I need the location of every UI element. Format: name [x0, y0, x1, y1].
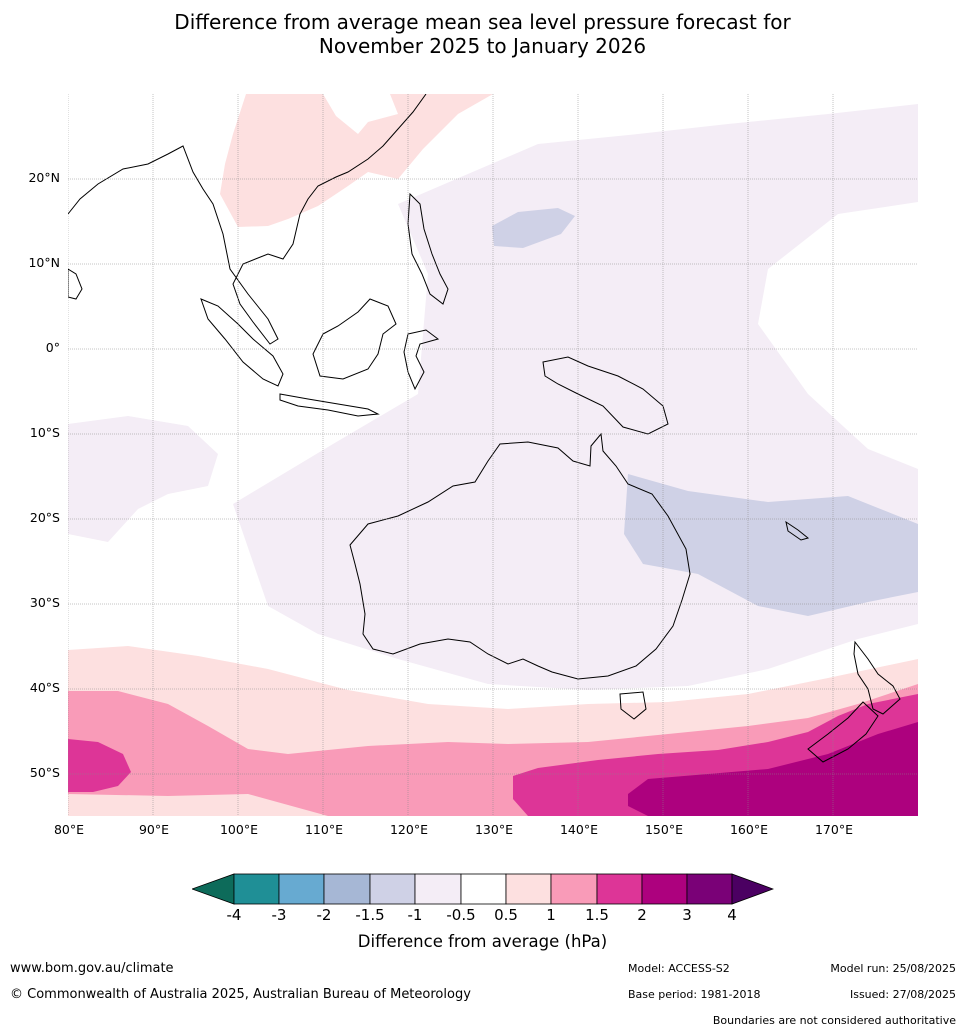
lon-label-170e: 170°E	[814, 822, 853, 837]
new-caledonia-coastline	[785, 520, 810, 541]
colorbar-label: Difference from average (hPa)	[357, 932, 608, 951]
colorbar-below-min	[192, 873, 235, 905]
lat-label-10n: 10°N	[28, 255, 60, 270]
colorbar-tick-m4: -4	[226, 906, 242, 924]
new-zealand-north-coastline	[853, 640, 901, 715]
colorbar-tick-p1: 1	[546, 906, 556, 924]
philippines-coastline	[407, 192, 449, 305]
colorbar-segment-p15-p2	[596, 873, 643, 905]
footer-model-run: Model run: 25/08/2025	[830, 962, 956, 975]
lon-label-150e: 150°E	[644, 822, 683, 837]
title-line-2: November 2025 to January 2026	[318, 34, 647, 58]
footer-model: Model: ACCESS-S2	[628, 962, 730, 975]
footer-disclaimer: Boundaries are not considered authoritat…	[712, 1014, 956, 1027]
pressure-anomaly-map	[68, 94, 918, 816]
graticule-layer	[68, 94, 918, 816]
lon-label-100e: 100°E	[219, 822, 258, 837]
lat-label-50s: 50°S	[29, 765, 60, 780]
colorbar	[192, 873, 774, 905]
colorbar-tick-p3: 3	[682, 906, 692, 924]
colorbar-segment-m2-m15	[323, 873, 371, 905]
lon-label-90e: 90°E	[138, 822, 170, 837]
colorbar-tick-p05: 0.5	[494, 906, 518, 924]
colorbar-segment-m1-m05	[414, 873, 462, 905]
lat-label-20n: 20°N	[28, 170, 60, 185]
colorbar-tick-m1: -1	[407, 906, 423, 924]
lon-label-140e: 140°E	[559, 822, 598, 837]
colorbar-above-max	[731, 873, 774, 905]
anomaly-region-p05-p1-asia	[220, 94, 493, 227]
lat-label-20s: 20°S	[29, 510, 60, 525]
coastline-layer	[68, 94, 901, 763]
lat-label-10s: 10°S	[29, 425, 60, 440]
lon-label-130e: 130°E	[474, 822, 513, 837]
map-canvas	[68, 94, 918, 816]
anomaly-region-m15-m1-north	[492, 208, 575, 248]
colorbar-segment-p1-p15	[550, 873, 598, 905]
new-zealand-south-coastline	[807, 701, 879, 763]
colorbar-segment-p2-p3	[641, 873, 688, 905]
colorbar-tick-m2: -2	[316, 906, 332, 924]
new-guinea-coastline	[542, 356, 669, 435]
colorbar-tick-m15: -1.5	[355, 906, 385, 924]
lat-label-30s: 30°S	[29, 595, 60, 610]
anomaly-region-m15-m1-east	[624, 474, 918, 616]
anomaly-region-p2-p3	[628, 722, 918, 816]
lat-label-40s: 40°S	[29, 680, 60, 695]
mainland-asia-coastline	[68, 94, 427, 345]
colorbar-tick-m3: -3	[271, 906, 287, 924]
map-title: Difference from average mean sea level p…	[0, 10, 965, 58]
colorbar-tick-p2: 2	[637, 906, 647, 924]
lat-label-0: 0°	[45, 340, 60, 355]
colorbar-tick-p15: 1.5	[585, 906, 609, 924]
colorbar-tick-m05: -0.5	[446, 906, 476, 924]
sri-lanka-coastline	[68, 268, 83, 300]
anomaly-region-m1-m05-west	[68, 416, 218, 542]
sulawesi-coastline	[403, 329, 440, 391]
footer-issued: Issued: 27/08/2025	[849, 988, 956, 1001]
colorbar-segment-p3-p4	[686, 873, 733, 905]
colorbar-segment-m4-m3	[233, 873, 280, 905]
lon-label-110e: 110°E	[304, 822, 343, 837]
lon-label-160e: 160°E	[729, 822, 768, 837]
colorbar-segment-m05-05	[460, 873, 507, 905]
anomaly-region-p15-p2-west	[68, 739, 131, 792]
colorbar-segment-m3-m2	[278, 873, 325, 905]
lon-label-120e: 120°E	[389, 822, 428, 837]
lon-label-80e: 80°E	[53, 822, 85, 837]
footer-base-period: Base period: 1981-2018	[628, 988, 761, 1001]
title-line-1: Difference from average mean sea level p…	[174, 10, 791, 34]
anomaly-fill-layer	[68, 94, 918, 816]
footer-copyright: © Commonwealth of Australia 2025, Austra…	[10, 987, 471, 1002]
footer-website: www.bom.gov.au/climate	[10, 961, 174, 976]
sumatra-coastline	[200, 298, 284, 387]
borneo-coastline	[312, 298, 397, 380]
australia-coastline	[349, 432, 691, 680]
java-coastline	[279, 393, 380, 417]
colorbar-segment-p05-p1	[505, 873, 552, 905]
colorbar-segment-m15-m1	[369, 873, 416, 905]
tasmania-coastline	[619, 691, 647, 720]
colorbar-tick-p4: 4	[727, 906, 737, 924]
